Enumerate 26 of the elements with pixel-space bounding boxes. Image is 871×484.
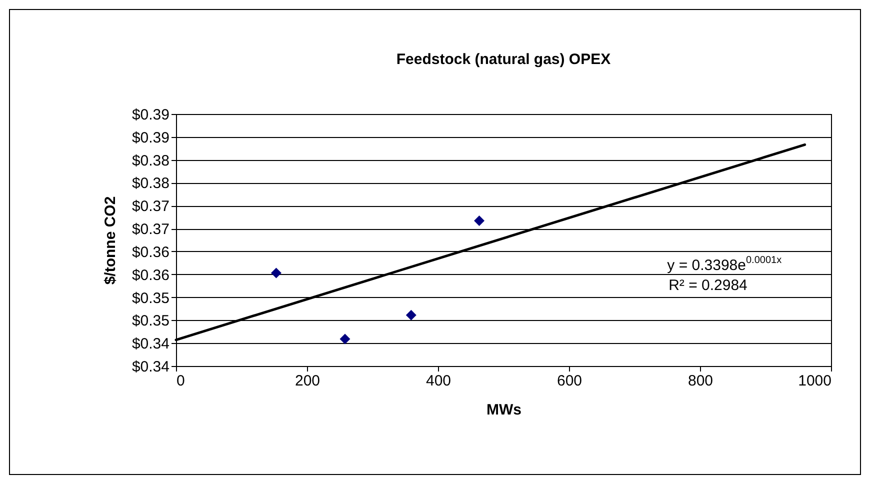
annotation: R² = 0.2984 <box>668 277 748 294</box>
y-tick-label: $0.35 <box>132 290 170 307</box>
point <box>474 216 485 226</box>
y-axis-title: $/tonne CO2 <box>102 196 119 285</box>
x-tick-label: 800 <box>688 372 714 390</box>
point <box>406 310 416 320</box>
x-tick-label: 0 <box>176 372 185 390</box>
y-tick-label: $0.38 <box>132 175 170 192</box>
x-tick-label: 200 <box>294 372 320 390</box>
x-tick-label: 400 <box>426 372 452 390</box>
point <box>270 268 282 278</box>
chart-title: Feedstock (natural gas) OPEX <box>396 51 611 68</box>
x-axis-title: MWs <box>486 402 522 418</box>
y-tick-label: $0.38 <box>132 152 170 170</box>
point <box>340 334 350 344</box>
y-tick-label: $0.37 <box>132 221 170 238</box>
x-tick-label: 600 <box>556 372 582 390</box>
x-tick-label: 1000 <box>798 372 832 390</box>
y-tick-label: $0.35 <box>132 312 170 330</box>
y-tick-label: $0.39 <box>132 106 170 124</box>
y-tick-label: $0.36 <box>132 266 170 284</box>
y-tick-label: $0.37 <box>132 198 170 216</box>
y-tick-label: $0.39 <box>132 129 170 146</box>
y-tick-label: $0.36 <box>132 244 170 261</box>
y-tick-label: $0.34 <box>132 336 170 353</box>
y-tick-label: $0.34 <box>132 358 170 376</box>
